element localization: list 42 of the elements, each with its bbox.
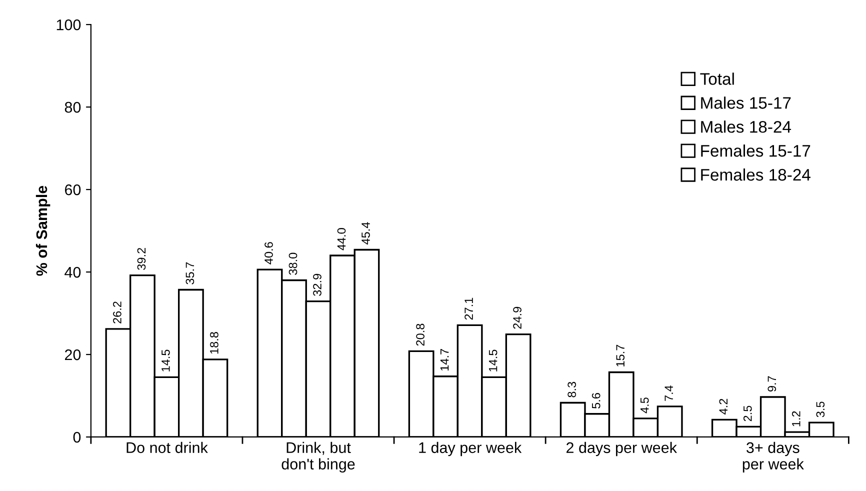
y-axis-title: % of Sample xyxy=(36,186,50,276)
data-label: 8.3 xyxy=(568,382,576,398)
data-label: 7.4 xyxy=(664,385,673,401)
data-label: 9.7 xyxy=(768,376,776,392)
y-tick-label: 100 xyxy=(56,19,81,30)
data-label: 14.7 xyxy=(440,349,449,371)
data-label: 2.5 xyxy=(743,406,752,422)
y-tick-label: 40 xyxy=(64,266,81,278)
legend-label: Total xyxy=(700,72,734,85)
data-label: 3.5 xyxy=(816,402,825,418)
x-tick-label: 1 day per week xyxy=(419,442,522,456)
data-label: 14.5 xyxy=(488,350,498,372)
data-label: 32.9 xyxy=(313,274,322,296)
data-label: 4.5 xyxy=(640,398,649,414)
data-label: 27.1 xyxy=(464,298,473,320)
legend-label: Males 15-17 xyxy=(701,96,791,109)
legend-label: Females 18-24 xyxy=(701,168,810,181)
data-label: 24.9 xyxy=(513,306,522,329)
data-label: 5.6 xyxy=(592,393,600,408)
data-label: 44.0 xyxy=(337,228,346,250)
legend-label: Males 18-24 xyxy=(701,120,792,133)
data-label: 1.2 xyxy=(792,411,800,426)
data-label: 15.7 xyxy=(616,344,625,366)
x-tick-label: Do not drink xyxy=(126,442,208,454)
data-label: 38.0 xyxy=(288,252,298,275)
x-tick-label: 2 days per week xyxy=(566,442,678,456)
data-label: 26.2 xyxy=(113,302,122,324)
data-label: 4.2 xyxy=(719,398,728,414)
data-label: 35.7 xyxy=(186,262,194,284)
data-label: 45.4 xyxy=(362,222,370,245)
y-tick-label: 60 xyxy=(64,184,81,196)
data-label: 18.8 xyxy=(210,332,218,354)
y-tick-label: 0 xyxy=(73,432,81,443)
y-tick-label: 80 xyxy=(64,102,81,113)
data-label: 40.6 xyxy=(264,242,273,264)
legend-label: Females 15-17 xyxy=(701,144,810,157)
x-tick-label: 3+ days per week xyxy=(742,442,804,473)
data-label: 20.8 xyxy=(416,324,424,346)
data-label: 14.5 xyxy=(162,350,170,372)
data-label: 39.2 xyxy=(137,248,146,270)
x-tick-label: Drink, but don't binge xyxy=(282,442,355,473)
y-tick-label: 20 xyxy=(64,349,81,360)
